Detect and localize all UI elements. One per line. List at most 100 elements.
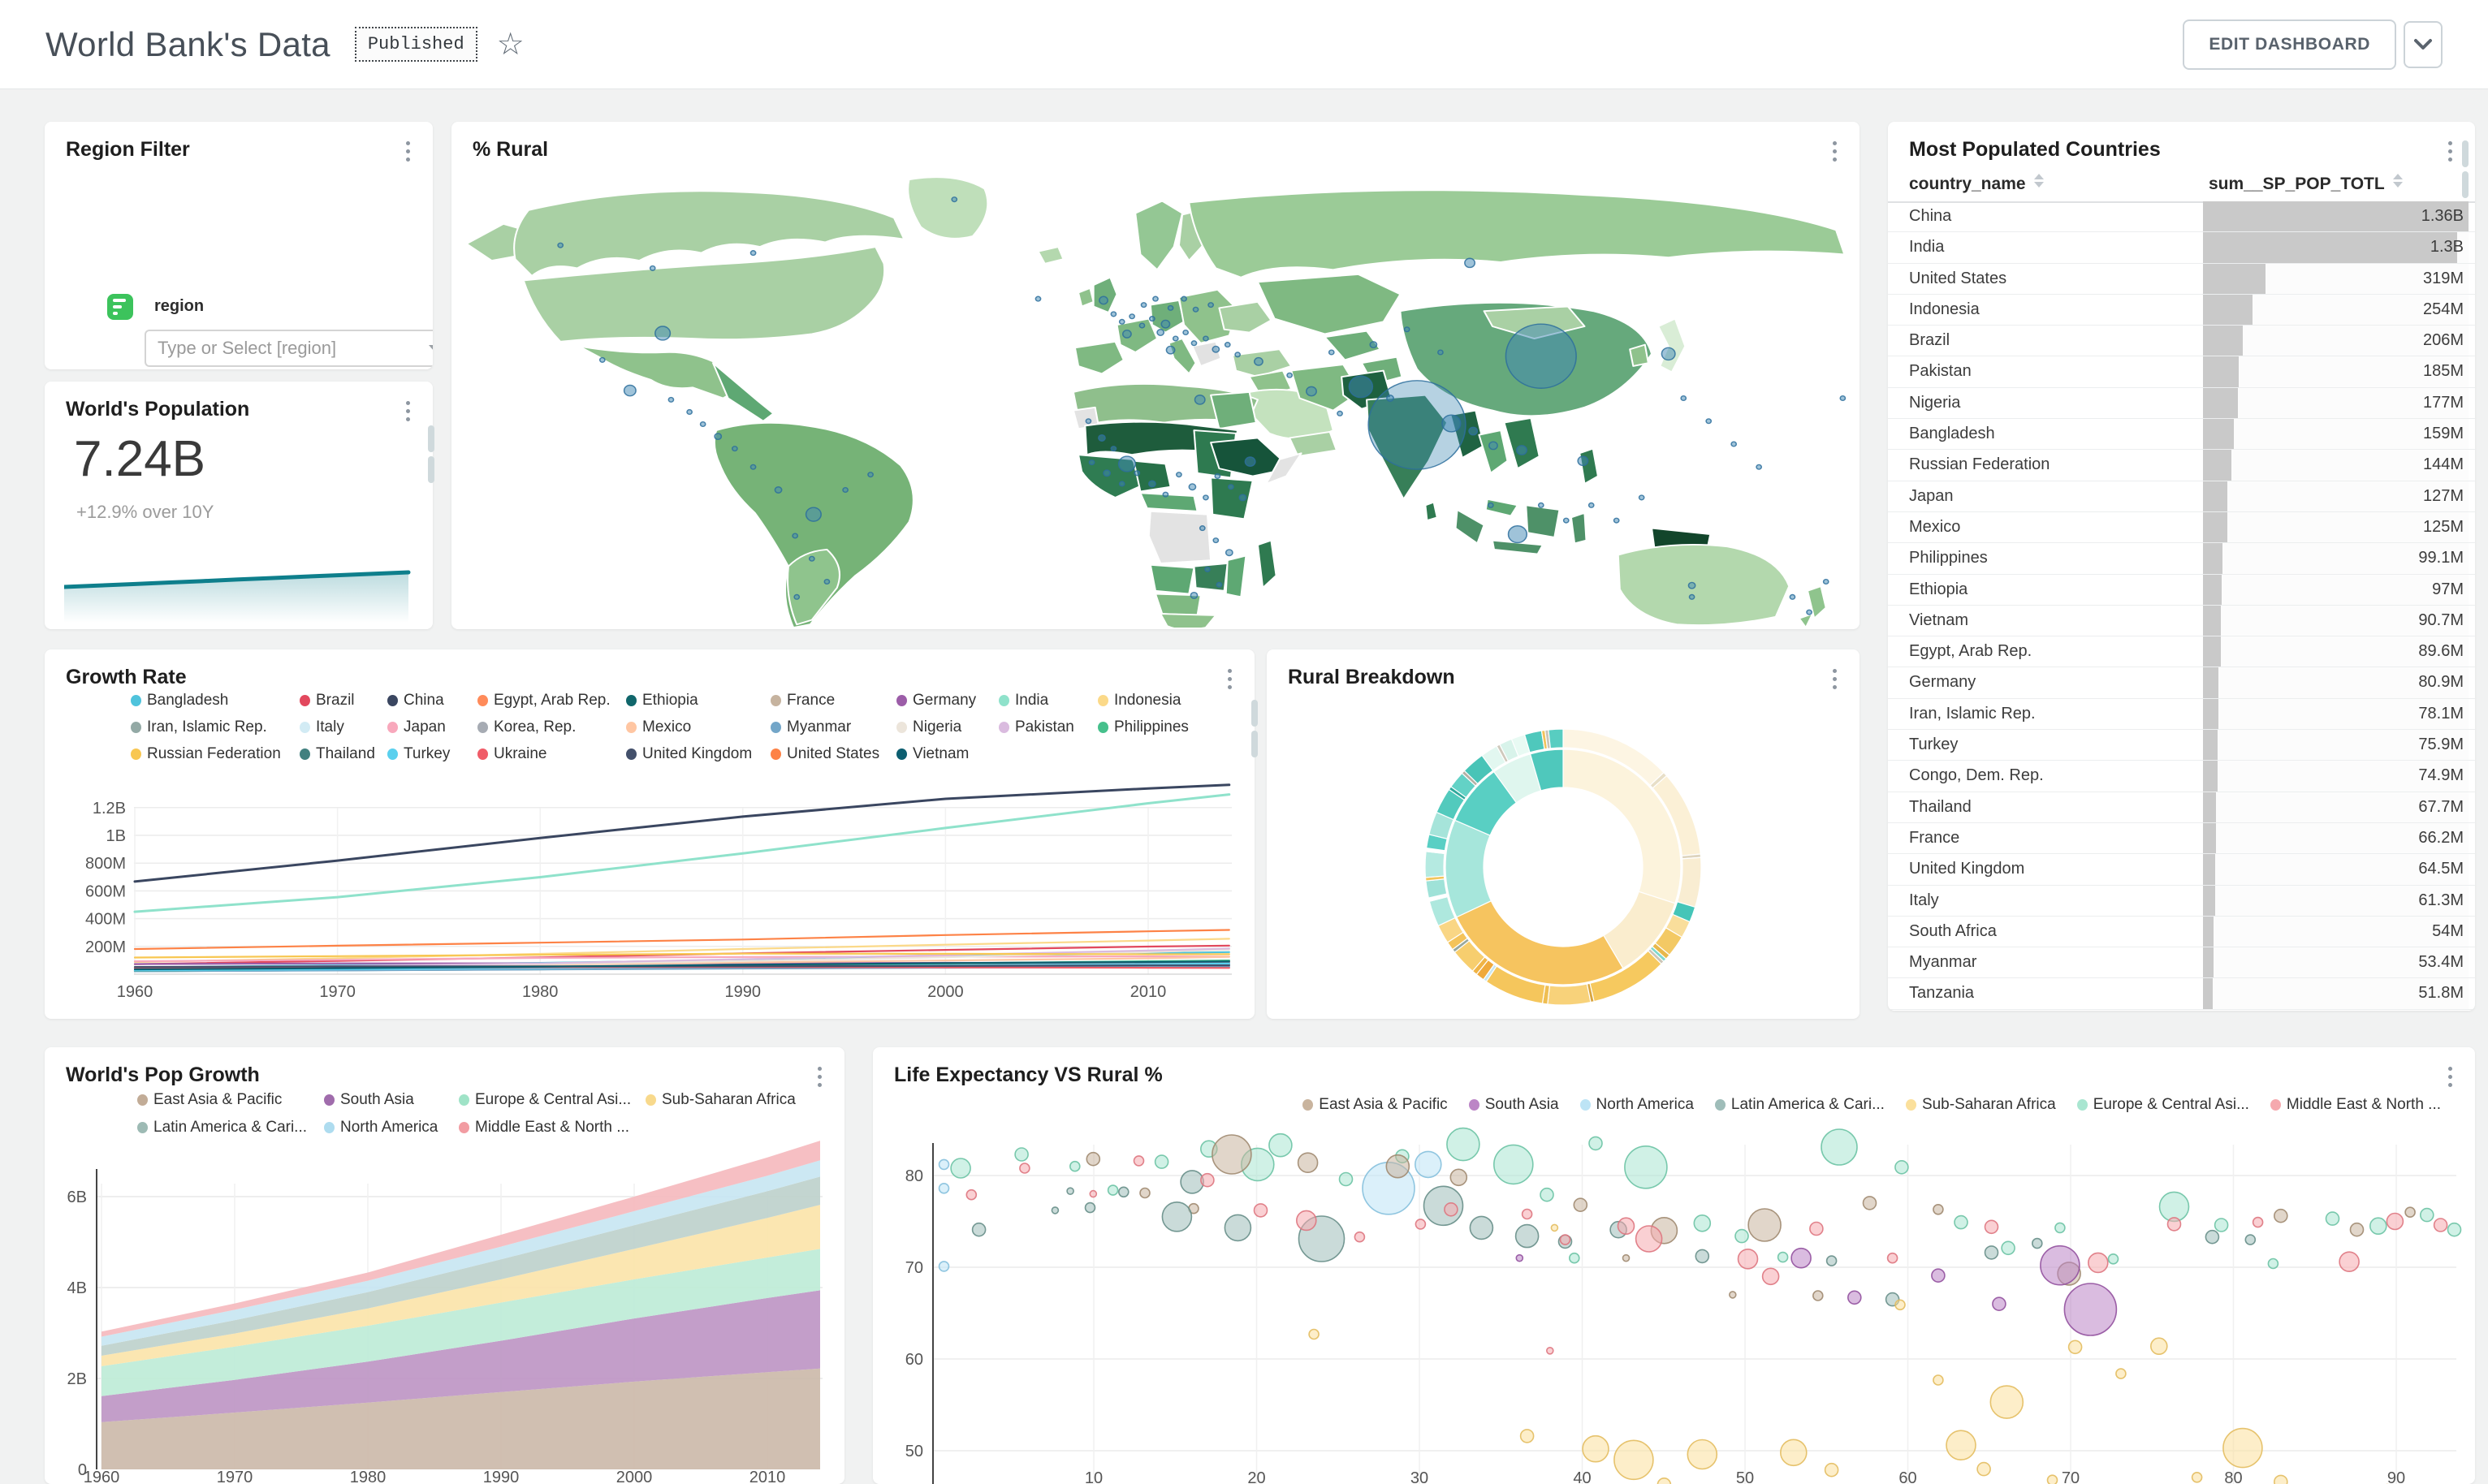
legend-item[interactable]: Korea, Rep. [477,718,626,736]
pop-growth-legend: East Asia & Pacific South Asia Europe & Ce… [137,1091,844,1137]
panel-resize-handle[interactable] [2462,140,2469,198]
legend-dot [477,695,488,706]
header-dropdown-button[interactable] [2404,20,2443,68]
favorite-star-icon[interactable]: ☆ [496,27,525,62]
legend-item[interactable]: Indonesia [1098,692,1220,710]
panel-menu-kebab-icon[interactable] [807,1060,831,1093]
edit-dashboard-button[interactable]: EDIT DASHBOARD [2183,19,2396,70]
map-countries [465,176,1846,628]
legend-item[interactable]: Ethiopia [626,692,771,710]
legend-item[interactable]: India [999,692,1098,710]
table-row: Turkey 75.9M [1888,730,2475,761]
legend-item[interactable]: South Asia [1468,1096,1559,1114]
legend-item[interactable]: Egypt, Arab Rep. [477,692,626,710]
legend-item[interactable]: Pakistan [999,718,1098,736]
legend-dot [387,695,398,706]
panel-title: Most Populated Countries [1909,138,2161,161]
legend-item[interactable]: Japan [387,718,477,736]
percent-rural-map-panel: % Rural [451,122,1860,629]
legend-item[interactable]: Sub-Saharan Africa [646,1091,844,1109]
legend-item[interactable]: Middle East & North ... [459,1119,646,1137]
legend-dot [999,695,1009,706]
legend-item[interactable]: Russian Federation [131,745,300,763]
legend-item[interactable]: Latin America & Cari... [1714,1096,1885,1114]
population-sparkline-chart[interactable] [64,548,413,625]
panel-menu-kebab-icon[interactable] [1217,662,1242,695]
column-header-country-name[interactable]: country_name [1909,174,2044,194]
growth-rate-line-chart[interactable]: 200M 400M 600M 800M 1B 1.2B 1960 1970 1980 1990 20… [45,649,1255,1019]
legend-item[interactable]: East Asia & Pacific [137,1091,324,1109]
table-row: Pakistan 185M [1888,356,2475,388]
table-row: Ethiopia 97M [1888,574,2475,606]
panel-menu-kebab-icon[interactable] [2438,1060,2462,1093]
legend-item[interactable]: Middle East & North ... [2270,1096,2441,1114]
table-row: United Kingdom 64.5M [1888,854,2475,886]
life-expectancy-bubble-chart[interactable]: 80 70 60 50 10 20 30 40 50 60 70 80 90 [873,1047,2475,1484]
legend-item[interactable]: Bangladesh [131,692,300,710]
legend-item[interactable]: Europe & Central Asi... [2076,1096,2249,1114]
panel-menu-kebab-icon[interactable] [395,135,420,167]
legend-item[interactable]: North America [1579,1096,1694,1114]
legend-dot [131,748,141,760]
legend-item[interactable]: Latin America & Cari... [137,1119,324,1137]
svg-text:4B: 4B [67,1279,87,1297]
legend-dot [1579,1099,1591,1111]
legend-item[interactable]: Mexico [626,718,771,736]
panel-menu-kebab-icon[interactable] [1822,135,1847,167]
legend-item[interactable]: Italy [300,718,387,736]
svg-text:1990: 1990 [725,983,762,1001]
legend-dot [771,695,781,706]
panel-menu-kebab-icon[interactable] [1822,662,1847,695]
legend-item[interactable]: Myanmar [771,718,896,736]
legend-dot [1468,1099,1479,1111]
panel-title: Region Filter [66,138,190,161]
legend-dot [387,748,398,760]
world-choropleth-map[interactable] [451,169,1860,628]
svg-text:1970: 1970 [217,1469,253,1484]
legend-dot [300,695,310,706]
legend-dot [999,722,1009,733]
legend-dot [771,722,781,733]
legend-item[interactable]: Nigeria [896,718,999,736]
legend-item[interactable]: Turkey [387,745,477,763]
panel-menu-kebab-icon[interactable] [2438,135,2462,167]
legend-item[interactable]: East Asia & Pacific [1302,1096,1448,1114]
region-select[interactable]: Type or Select [region] [145,330,433,367]
legend-item[interactable]: Europe & Central Asi... [459,1091,646,1109]
legend-item[interactable]: China [387,692,477,710]
rural-breakdown-sunburst-chart[interactable] [1267,649,1860,1019]
svg-text:2010: 2010 [749,1469,786,1484]
legend-item[interactable]: Ukraine [477,745,626,763]
panel-resize-handle[interactable] [1251,700,1258,757]
region-filter-panel: Region Filter region Type or Select [reg… [45,122,433,369]
legend-item[interactable]: South Asia [324,1091,459,1109]
panel-resize-handle[interactable] [428,425,434,483]
legend-item[interactable]: Vietnam [896,745,999,763]
table-row: Nigeria 177M [1888,387,2475,420]
svg-text:10: 10 [1085,1469,1103,1484]
panel-title: Rural Breakdown [1288,666,1455,688]
legend-dot [324,1122,335,1133]
svg-text:20: 20 [1247,1469,1265,1484]
legend-dot [459,1122,469,1133]
legend-item[interactable]: United Kingdom [626,745,771,763]
column-header-population[interactable]: sum__SP_POP_TOTL [2209,174,2403,194]
legend-item[interactable]: Iran, Islamic Rep. [131,718,300,736]
legend-dot [477,722,488,733]
legend-item[interactable]: North America [324,1119,459,1137]
legend-item[interactable]: Germany [896,692,999,710]
legend-item[interactable]: Thailand [300,745,387,763]
legend-item[interactable]: Philippines [1098,718,1220,736]
legend-item[interactable]: France [771,692,896,710]
legend-item[interactable]: United States [771,745,896,763]
legend-dot [646,1094,656,1106]
table-row: Philippines 99.1M [1888,543,2475,575]
legend-item[interactable]: Brazil [300,692,387,710]
legend-item[interactable]: Sub-Saharan Africa [1905,1096,2056,1114]
published-badge[interactable]: Published [354,27,477,62]
table-row: Egypt, Arab Rep. 89.6M [1888,636,2475,668]
sort-icon [2392,174,2403,188]
panel-menu-kebab-icon[interactable] [395,395,420,427]
pop-growth-stacked-area-chart[interactable]: 0 2B 4B 6B 1960 1970 1980 1990 2000 2010 [45,1047,844,1484]
svg-text:50: 50 [1736,1469,1754,1484]
